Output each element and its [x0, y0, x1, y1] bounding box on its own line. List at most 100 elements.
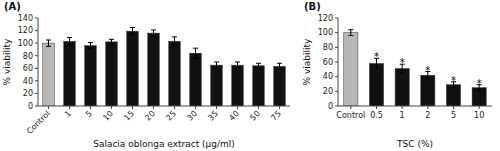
error-line — [216, 62, 217, 68]
bar — [43, 43, 55, 106]
y-tick — [335, 106, 338, 107]
error-line — [350, 30, 351, 36]
y-tick-label: 40 — [23, 77, 33, 86]
x-tick — [453, 106, 454, 109]
x-tick-label: 1 — [63, 109, 73, 119]
error-cap — [46, 46, 51, 47]
y-tick-label: 60 — [323, 58, 333, 67]
x-tick — [69, 106, 70, 109]
error-cap — [193, 48, 198, 49]
error-cap — [277, 69, 282, 70]
error-line — [153, 30, 154, 36]
annotation: * — [425, 65, 430, 76]
error-cap — [400, 73, 405, 74]
error-cap — [214, 68, 219, 69]
x-tick — [376, 106, 377, 109]
panel-label: (B) — [304, 1, 321, 12]
x-tick — [258, 106, 259, 109]
error-cap — [425, 78, 430, 79]
error-cap — [151, 29, 156, 30]
x-tick-label: Control — [25, 109, 52, 136]
x-tick-label: 5 — [84, 109, 94, 119]
y-tick — [335, 62, 338, 63]
y-tick-label: 100 — [18, 39, 33, 48]
error-bar — [256, 63, 261, 68]
error-bar — [46, 40, 51, 46]
bar — [106, 42, 118, 106]
error-cap — [235, 68, 240, 69]
y-tick — [35, 30, 38, 31]
x-tick — [279, 106, 280, 109]
error-cap — [88, 48, 93, 49]
x-axis-label: Salacia oblonga extract (μg/ml) — [93, 139, 235, 149]
bar — [274, 66, 286, 106]
bar — [169, 41, 181, 106]
x-tick — [153, 106, 154, 109]
bar — [253, 66, 265, 106]
x-tick-label: 35 — [206, 109, 220, 123]
x-tick — [90, 106, 91, 109]
error-bar — [172, 37, 177, 46]
y-tick — [335, 47, 338, 48]
error-cap — [172, 45, 177, 46]
y-tick — [335, 32, 338, 33]
error-line — [48, 40, 49, 46]
y-axis-label: % viability — [302, 38, 312, 85]
x-axis — [38, 106, 290, 107]
y-tick — [335, 18, 338, 19]
y-tick — [35, 55, 38, 56]
error-line — [132, 27, 133, 35]
x-axis-label: TSC (%) — [396, 139, 433, 149]
x-tick-label: Control — [336, 111, 365, 120]
y-tick — [35, 106, 38, 107]
y-axis — [38, 18, 39, 106]
y-tick — [35, 68, 38, 69]
error-line — [237, 62, 238, 68]
error-cap — [151, 36, 156, 37]
x-tick — [48, 106, 49, 109]
error-line — [174, 37, 175, 46]
error-cap — [88, 42, 93, 43]
x-tick-label: 25 — [164, 109, 178, 123]
x-tick-label: 75 — [269, 109, 283, 123]
x-tick-label: 0.5 — [370, 111, 383, 120]
error-bar — [151, 30, 156, 36]
marks — [43, 27, 286, 106]
x-tick-label: 10 — [101, 109, 115, 123]
bar — [64, 41, 76, 106]
y-tick-label: 80 — [23, 52, 33, 61]
error-cap — [130, 34, 135, 35]
x-tick — [111, 106, 112, 109]
bar — [211, 65, 223, 106]
error-cap — [235, 62, 240, 63]
x-axis — [338, 106, 492, 107]
error-cap — [172, 36, 177, 37]
x-tick — [174, 106, 175, 109]
bar — [85, 46, 97, 106]
y-tick-label: 100 — [318, 28, 333, 37]
bar — [446, 85, 460, 106]
y-tick-label: 140 — [18, 14, 33, 23]
x-tick — [479, 106, 480, 109]
x-tick — [216, 106, 217, 109]
error-bar — [88, 43, 93, 49]
x-tick-label: 50 — [248, 109, 262, 123]
x-tick — [195, 106, 196, 109]
x-tick-label: 2 — [425, 111, 430, 120]
error-cap — [256, 63, 261, 64]
bar — [472, 88, 486, 106]
bar — [369, 63, 383, 106]
error-line — [69, 37, 70, 45]
y-tick — [35, 18, 38, 19]
error-cap — [451, 87, 456, 88]
bar — [148, 33, 160, 106]
annotation: * — [400, 57, 405, 68]
error-bar — [193, 48, 198, 58]
error-line — [258, 63, 259, 68]
bar — [421, 75, 435, 106]
y-tick-label: 0 — [28, 102, 33, 111]
x-tick — [427, 106, 428, 109]
y-tick-label: 0 — [328, 102, 333, 111]
error-cap — [214, 62, 219, 63]
panel: 020406080100120Control0.512510TSC (%)% v… — [302, 1, 492, 149]
